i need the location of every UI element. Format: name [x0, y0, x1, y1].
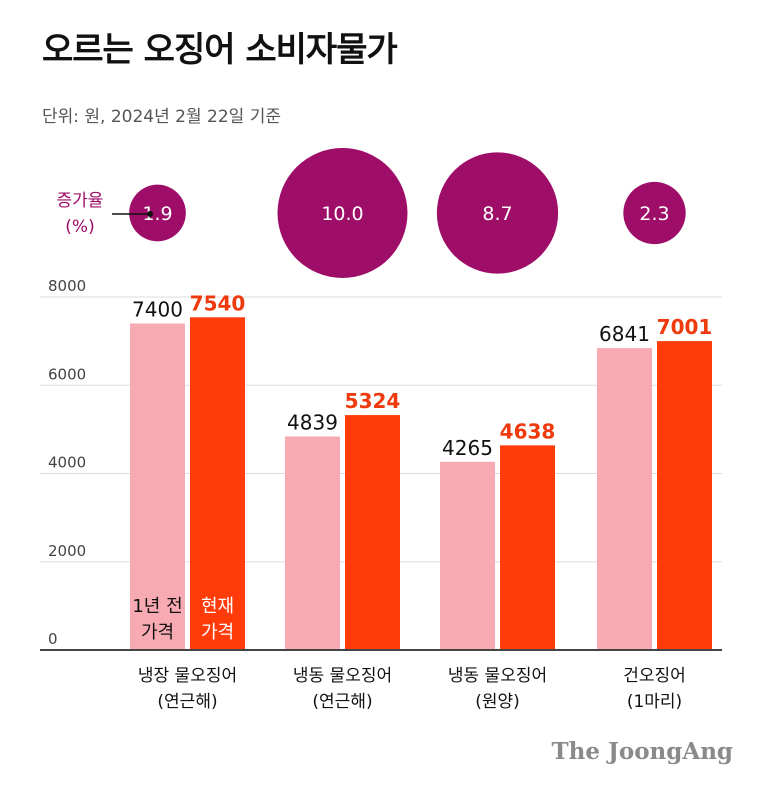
chart-title: 오르는 오징어 소비자물가 [42, 30, 398, 70]
bar-value-label: 7540 [190, 291, 246, 315]
bar-value-label: 7001 [657, 315, 713, 339]
bar-previous-price [597, 348, 652, 650]
y-tick-label: 2000 [48, 542, 86, 560]
bar-value-label: 6841 [599, 322, 650, 346]
growth-rate-bubble [623, 181, 686, 245]
y-tick-label: 6000 [48, 365, 86, 383]
category-label: (연근해) [312, 692, 372, 712]
category-label: (연근해) [157, 692, 217, 712]
bar-value-label: 5324 [345, 389, 401, 413]
growth-rate-bubble [436, 152, 559, 274]
bar-previous-price [440, 461, 495, 650]
bar-value-label: 7400 [132, 297, 183, 321]
growth-rate-pointer-dot [147, 211, 153, 217]
series-label-previous: 가격 [141, 622, 174, 643]
bar-current-price [345, 415, 400, 650]
bar-previous-price [285, 436, 340, 650]
category-label: 냉동 물오징어 [293, 666, 392, 686]
category-label: 냉장 물오징어 [138, 666, 237, 686]
growth-rate-value: 8.7 [482, 203, 512, 225]
bar-previous-price [130, 323, 185, 650]
growth-rate-value: 2.3 [639, 203, 669, 225]
y-tick-label: 4000 [48, 454, 86, 472]
category-label: 건오징어 [623, 666, 686, 686]
growth-rate-label: 증가율 [57, 191, 104, 211]
bar-value-label: 4265 [442, 436, 493, 460]
growth-rate-bubble [277, 148, 408, 278]
category-label: (원양) [475, 692, 520, 712]
growth-rate-bubble [129, 184, 186, 242]
bar-current-price [657, 341, 712, 650]
bar-current-price [500, 445, 555, 650]
chart-subtitle: 단위: 원, 2024년 2월 22일 기준 [42, 107, 281, 127]
publisher-credit: The JoongAng [551, 738, 734, 765]
growth-rate-value: 10.0 [321, 203, 363, 225]
series-label-current: 가격 [201, 622, 234, 643]
series-label-previous: 1년 전 [132, 596, 182, 617]
growth-rate-value: 1.9 [142, 203, 172, 225]
category-label: (1마리) [627, 692, 682, 712]
bar-current-price [190, 317, 245, 650]
growth-rate-label: (%) [65, 217, 94, 237]
category-label: 냉동 물오징어 [448, 666, 547, 686]
series-label-current: 현재 [201, 596, 234, 617]
y-tick-label: 8000 [48, 277, 86, 295]
y-tick-label: 0 [48, 630, 58, 648]
bar-value-label: 4638 [500, 419, 556, 443]
bar-value-label: 4839 [287, 410, 338, 434]
